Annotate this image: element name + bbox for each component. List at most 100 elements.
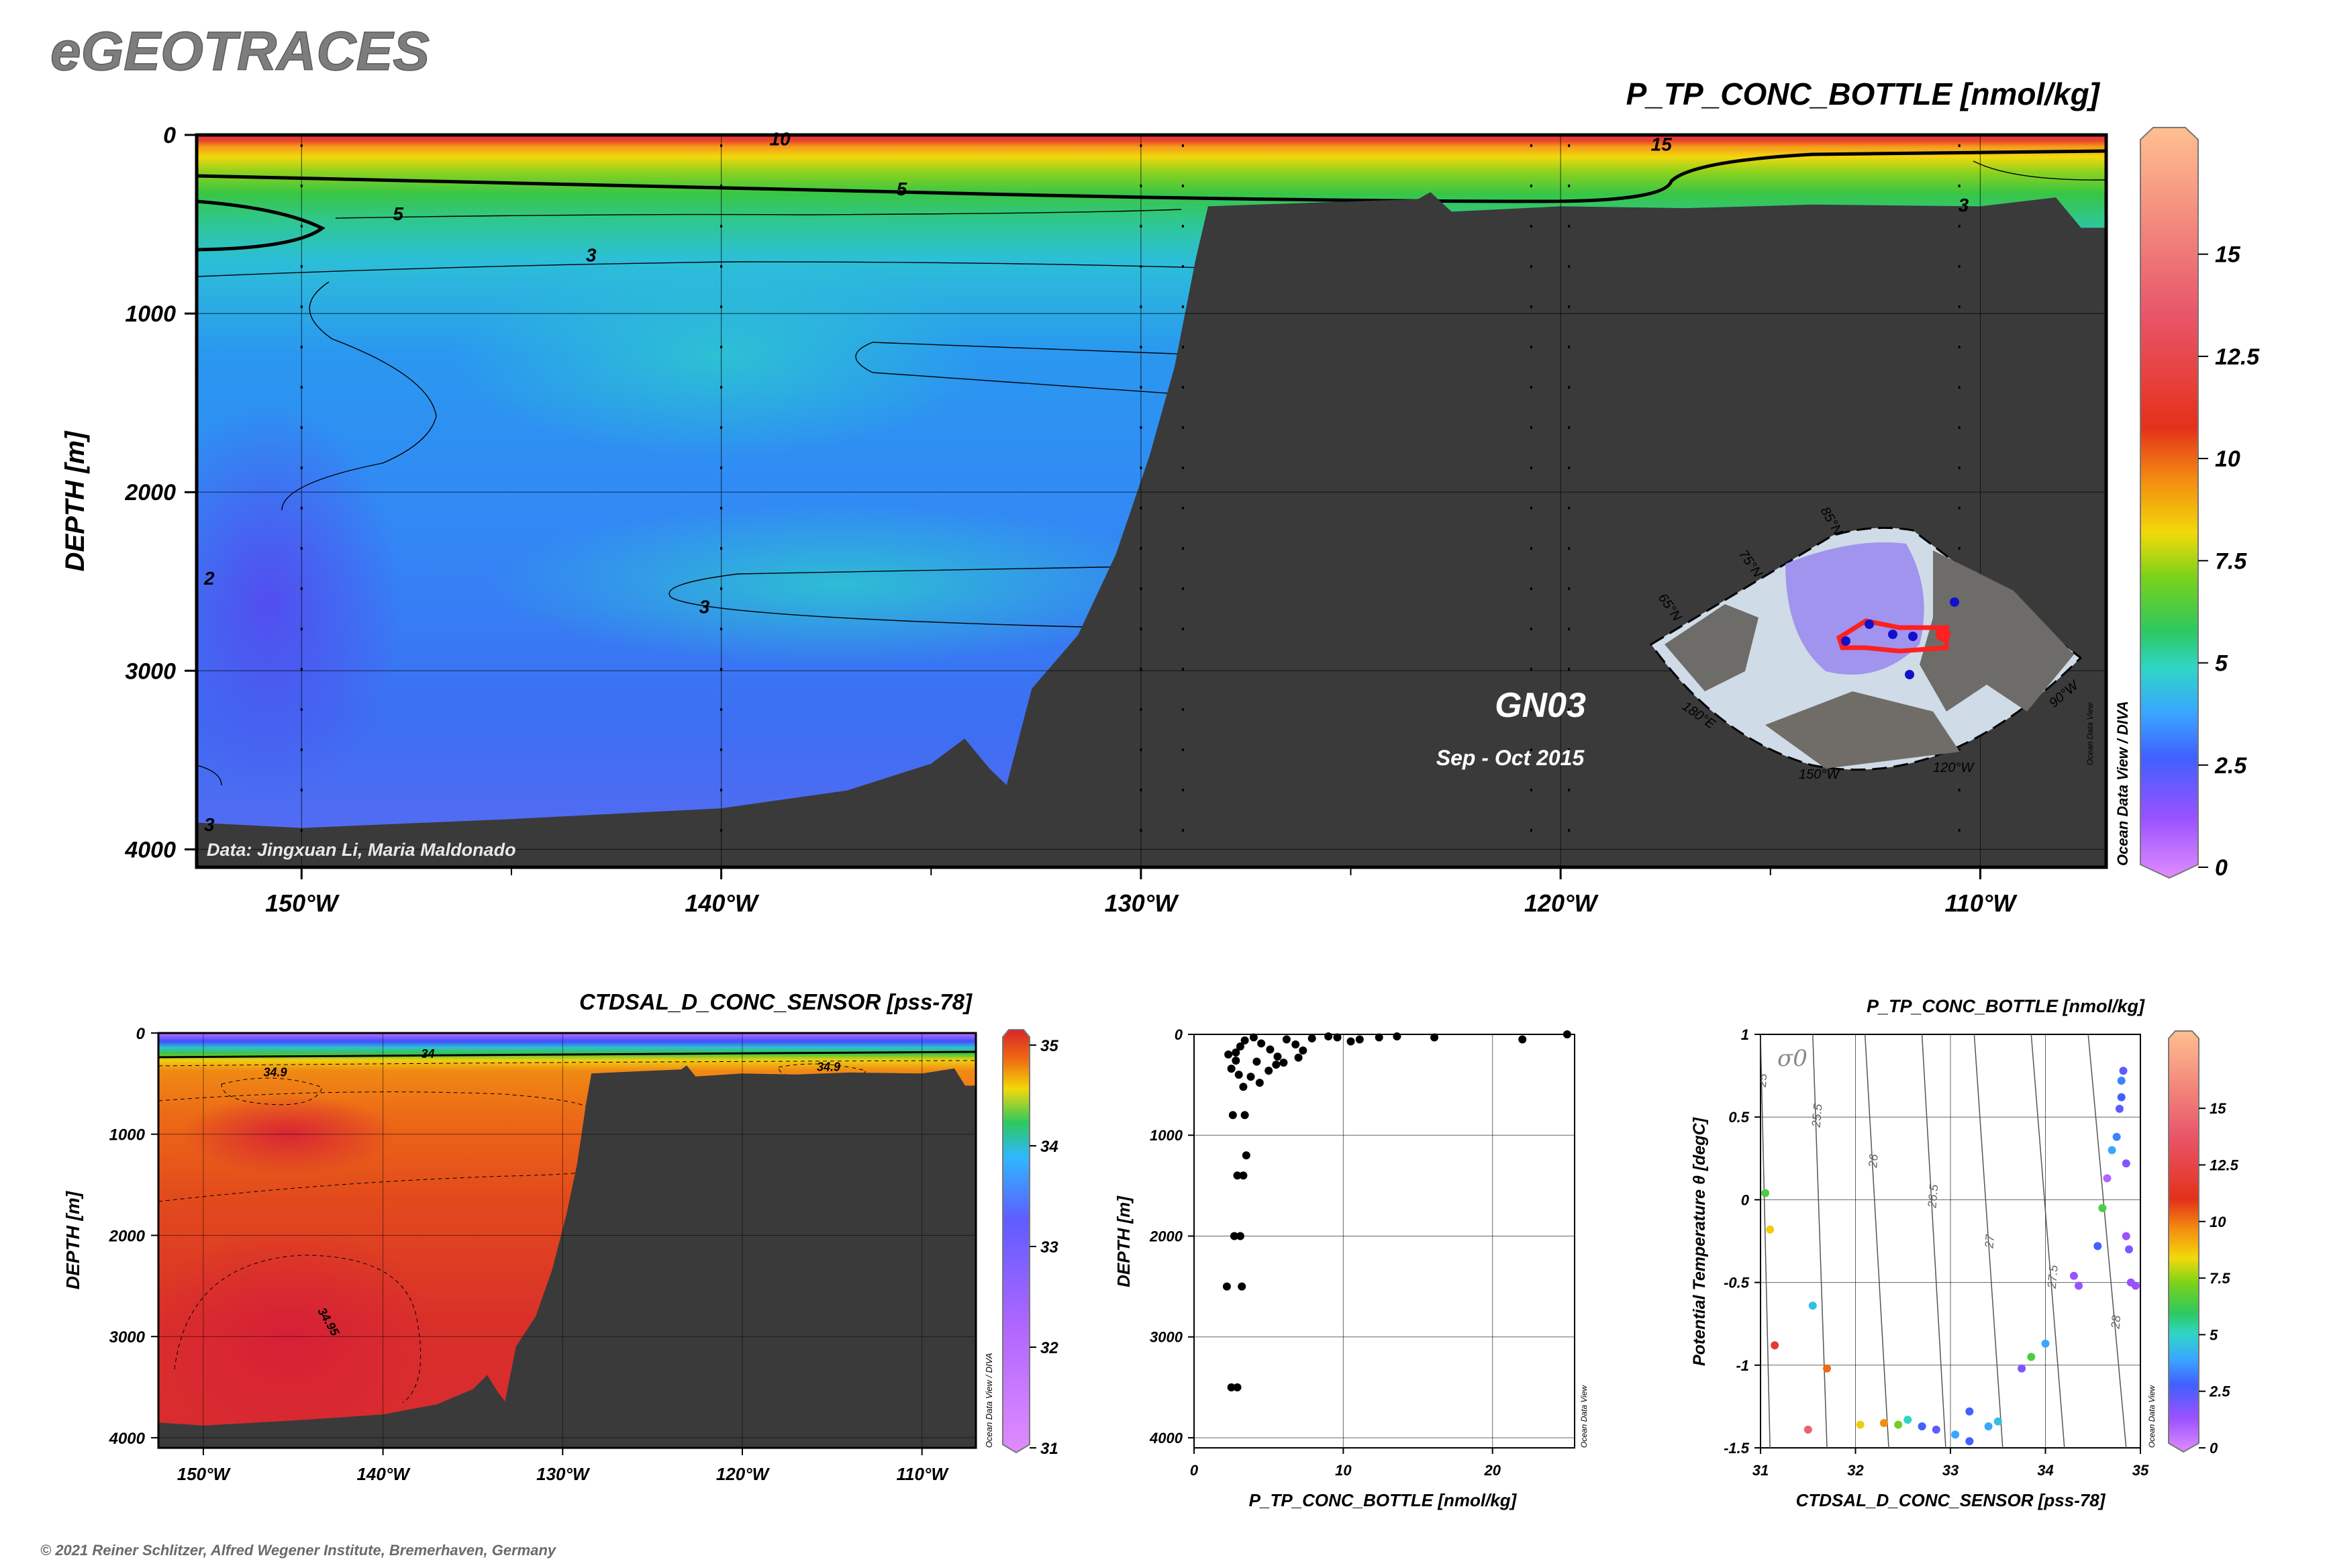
data-point <box>1932 1425 1940 1434</box>
data-point <box>2119 1067 2128 1075</box>
bottle-sample-mark <box>1530 346 1532 348</box>
isopycnal-line <box>1812 1034 1828 1448</box>
y-tick-label: 2000 <box>1149 1228 1183 1244</box>
y-tick-label: -1 <box>1736 1357 1749 1374</box>
main-section-frame <box>195 133 2108 869</box>
main-section-ylabel: DEPTH [m] <box>60 430 90 572</box>
bottle-sample-mark <box>1530 386 1532 389</box>
ts-x-axis: 31 32 33 34 35 <box>1752 1448 2149 1479</box>
main-y-axis: 0 1000 2000 3000 4000 <box>124 123 197 863</box>
bottle-sample-mark <box>1568 185 1571 187</box>
data-point <box>1236 1042 1244 1050</box>
data-point <box>1240 1036 1249 1044</box>
data-point <box>1761 1189 1770 1197</box>
salinity-colorbar-bar <box>1002 1029 1030 1454</box>
data-point <box>1903 1416 1912 1424</box>
bottle-sample-mark <box>1181 507 1184 509</box>
ts-points <box>1761 1067 2140 1446</box>
field-blob-red <box>158 1228 436 1443</box>
data-point <box>1393 1032 1401 1040</box>
ts-y-axis: -1.5 -1 -0.5 0 0.5 1 <box>1724 1026 1761 1457</box>
y-tick-label: 4000 <box>1149 1430 1183 1447</box>
colorbar-tick-label: 2.5 <box>2214 753 2247 779</box>
x-tick-label: 130°W <box>536 1464 591 1484</box>
y-tick-label: 0 <box>163 123 176 148</box>
colorbar-tick-label: 2.5 <box>2209 1383 2230 1400</box>
data-point <box>2103 1174 2112 1183</box>
data-point <box>1233 1171 1242 1180</box>
salinity-contours <box>158 1050 976 1404</box>
profile-grid <box>1194 1034 1575 1448</box>
data-point <box>1333 1033 1342 1042</box>
data-point <box>1808 1302 1817 1310</box>
main-contour-labels: 10 15 5 5 3 3 2 3 3 <box>203 128 1969 835</box>
data-point <box>2069 1271 2078 1280</box>
data-point <box>1234 1071 1243 1079</box>
data-point <box>1227 1065 1236 1073</box>
data-point <box>2041 1339 2050 1348</box>
y-tick-label: 0.5 <box>1728 1109 1749 1126</box>
x-tick-label: 150°W <box>177 1464 232 1484</box>
software-credit: Ocean Data View <box>2147 1385 2157 1448</box>
colorbar-tick-label: 15 <box>2215 242 2241 268</box>
contour-line <box>174 1255 422 1404</box>
isopycnal-line <box>1761 1034 1771 1448</box>
contour-line <box>158 1060 976 1067</box>
data-point <box>1240 1111 1249 1120</box>
bottle-sample-mark <box>1181 708 1184 711</box>
contour-label: 3 <box>1959 195 1969 215</box>
bottle-sample-mark <box>1568 426 1571 429</box>
data-point <box>2093 1242 2102 1251</box>
data-point <box>2125 1245 2133 1254</box>
contour-line <box>221 1077 323 1106</box>
data-point <box>2098 1204 2107 1212</box>
bottle-sample-mark <box>1958 185 1961 187</box>
colorbar-tick-label: 7.5 <box>2215 548 2247 574</box>
colorbar-tick-label: 5 <box>2210 1326 2218 1343</box>
main-section-title: P_TP_CONC_BOTTLE [nmol/kg] <box>1626 77 2101 111</box>
isopycnal-label: 25.5 <box>1810 1103 1825 1129</box>
data-point <box>2027 1353 2036 1361</box>
bottle-sample-mark <box>1568 628 1571 630</box>
data-point <box>1307 1034 1316 1042</box>
x-tick-label: 35 <box>2132 1462 2149 1479</box>
data-point <box>1355 1035 1364 1044</box>
bottle-sample-mark <box>1181 587 1184 590</box>
data-point <box>1771 1341 1779 1350</box>
field-blob-purple <box>197 403 403 805</box>
section-name: GN03 <box>1495 686 1586 725</box>
data-point <box>1279 1059 1288 1067</box>
bottle-sample-mark <box>1181 346 1184 348</box>
colorbar-tick-label: 31 <box>1040 1440 1058 1458</box>
x-tick-label: 140°W <box>685 889 759 917</box>
bottle-sample-mark <box>1958 426 1961 429</box>
inset-map-station <box>1865 620 1874 629</box>
bottle-sample-mark <box>1181 829 1184 832</box>
contour-line <box>855 342 1229 397</box>
bottle-sample-mark <box>1181 225 1184 228</box>
data-point <box>1965 1437 1974 1446</box>
data-point <box>1252 1057 1261 1066</box>
bottle-sample-mark <box>1530 829 1532 832</box>
salinity-section-ylabel: DEPTH [m] <box>62 1190 83 1289</box>
contour-line <box>1973 160 2106 181</box>
main-x-axis: 150°W 140°W 130°W 120°W 110°W <box>265 867 2018 917</box>
data-point <box>2112 1132 2121 1141</box>
bottle-sample-mark <box>1568 507 1571 509</box>
bottle-sample-mark <box>1530 467 1532 469</box>
bottle-sample-mark <box>1568 668 1571 671</box>
x-tick-label: 34 <box>2037 1462 2053 1479</box>
data-credit: Data: Jingxuan Li, Maria Maldonado <box>207 840 516 860</box>
contour-line <box>197 149 2106 203</box>
field-blob-cyan <box>450 255 987 456</box>
salinity-y-axis: 0 1000 2000 3000 4000 <box>109 1025 158 1448</box>
bottle-sample-mark <box>1958 467 1961 469</box>
y-tick-label: 3000 <box>1150 1329 1183 1346</box>
bottle-sample-mark <box>1530 668 1532 671</box>
bottle-sample-mark <box>1568 829 1571 832</box>
data-point <box>2122 1159 2130 1168</box>
data-point <box>1246 1073 1255 1081</box>
colorbar-tick-label: 15 <box>2210 1100 2226 1117</box>
isopycnal-line <box>1973 1034 2003 1448</box>
seafloor-land <box>158 1065 976 1448</box>
